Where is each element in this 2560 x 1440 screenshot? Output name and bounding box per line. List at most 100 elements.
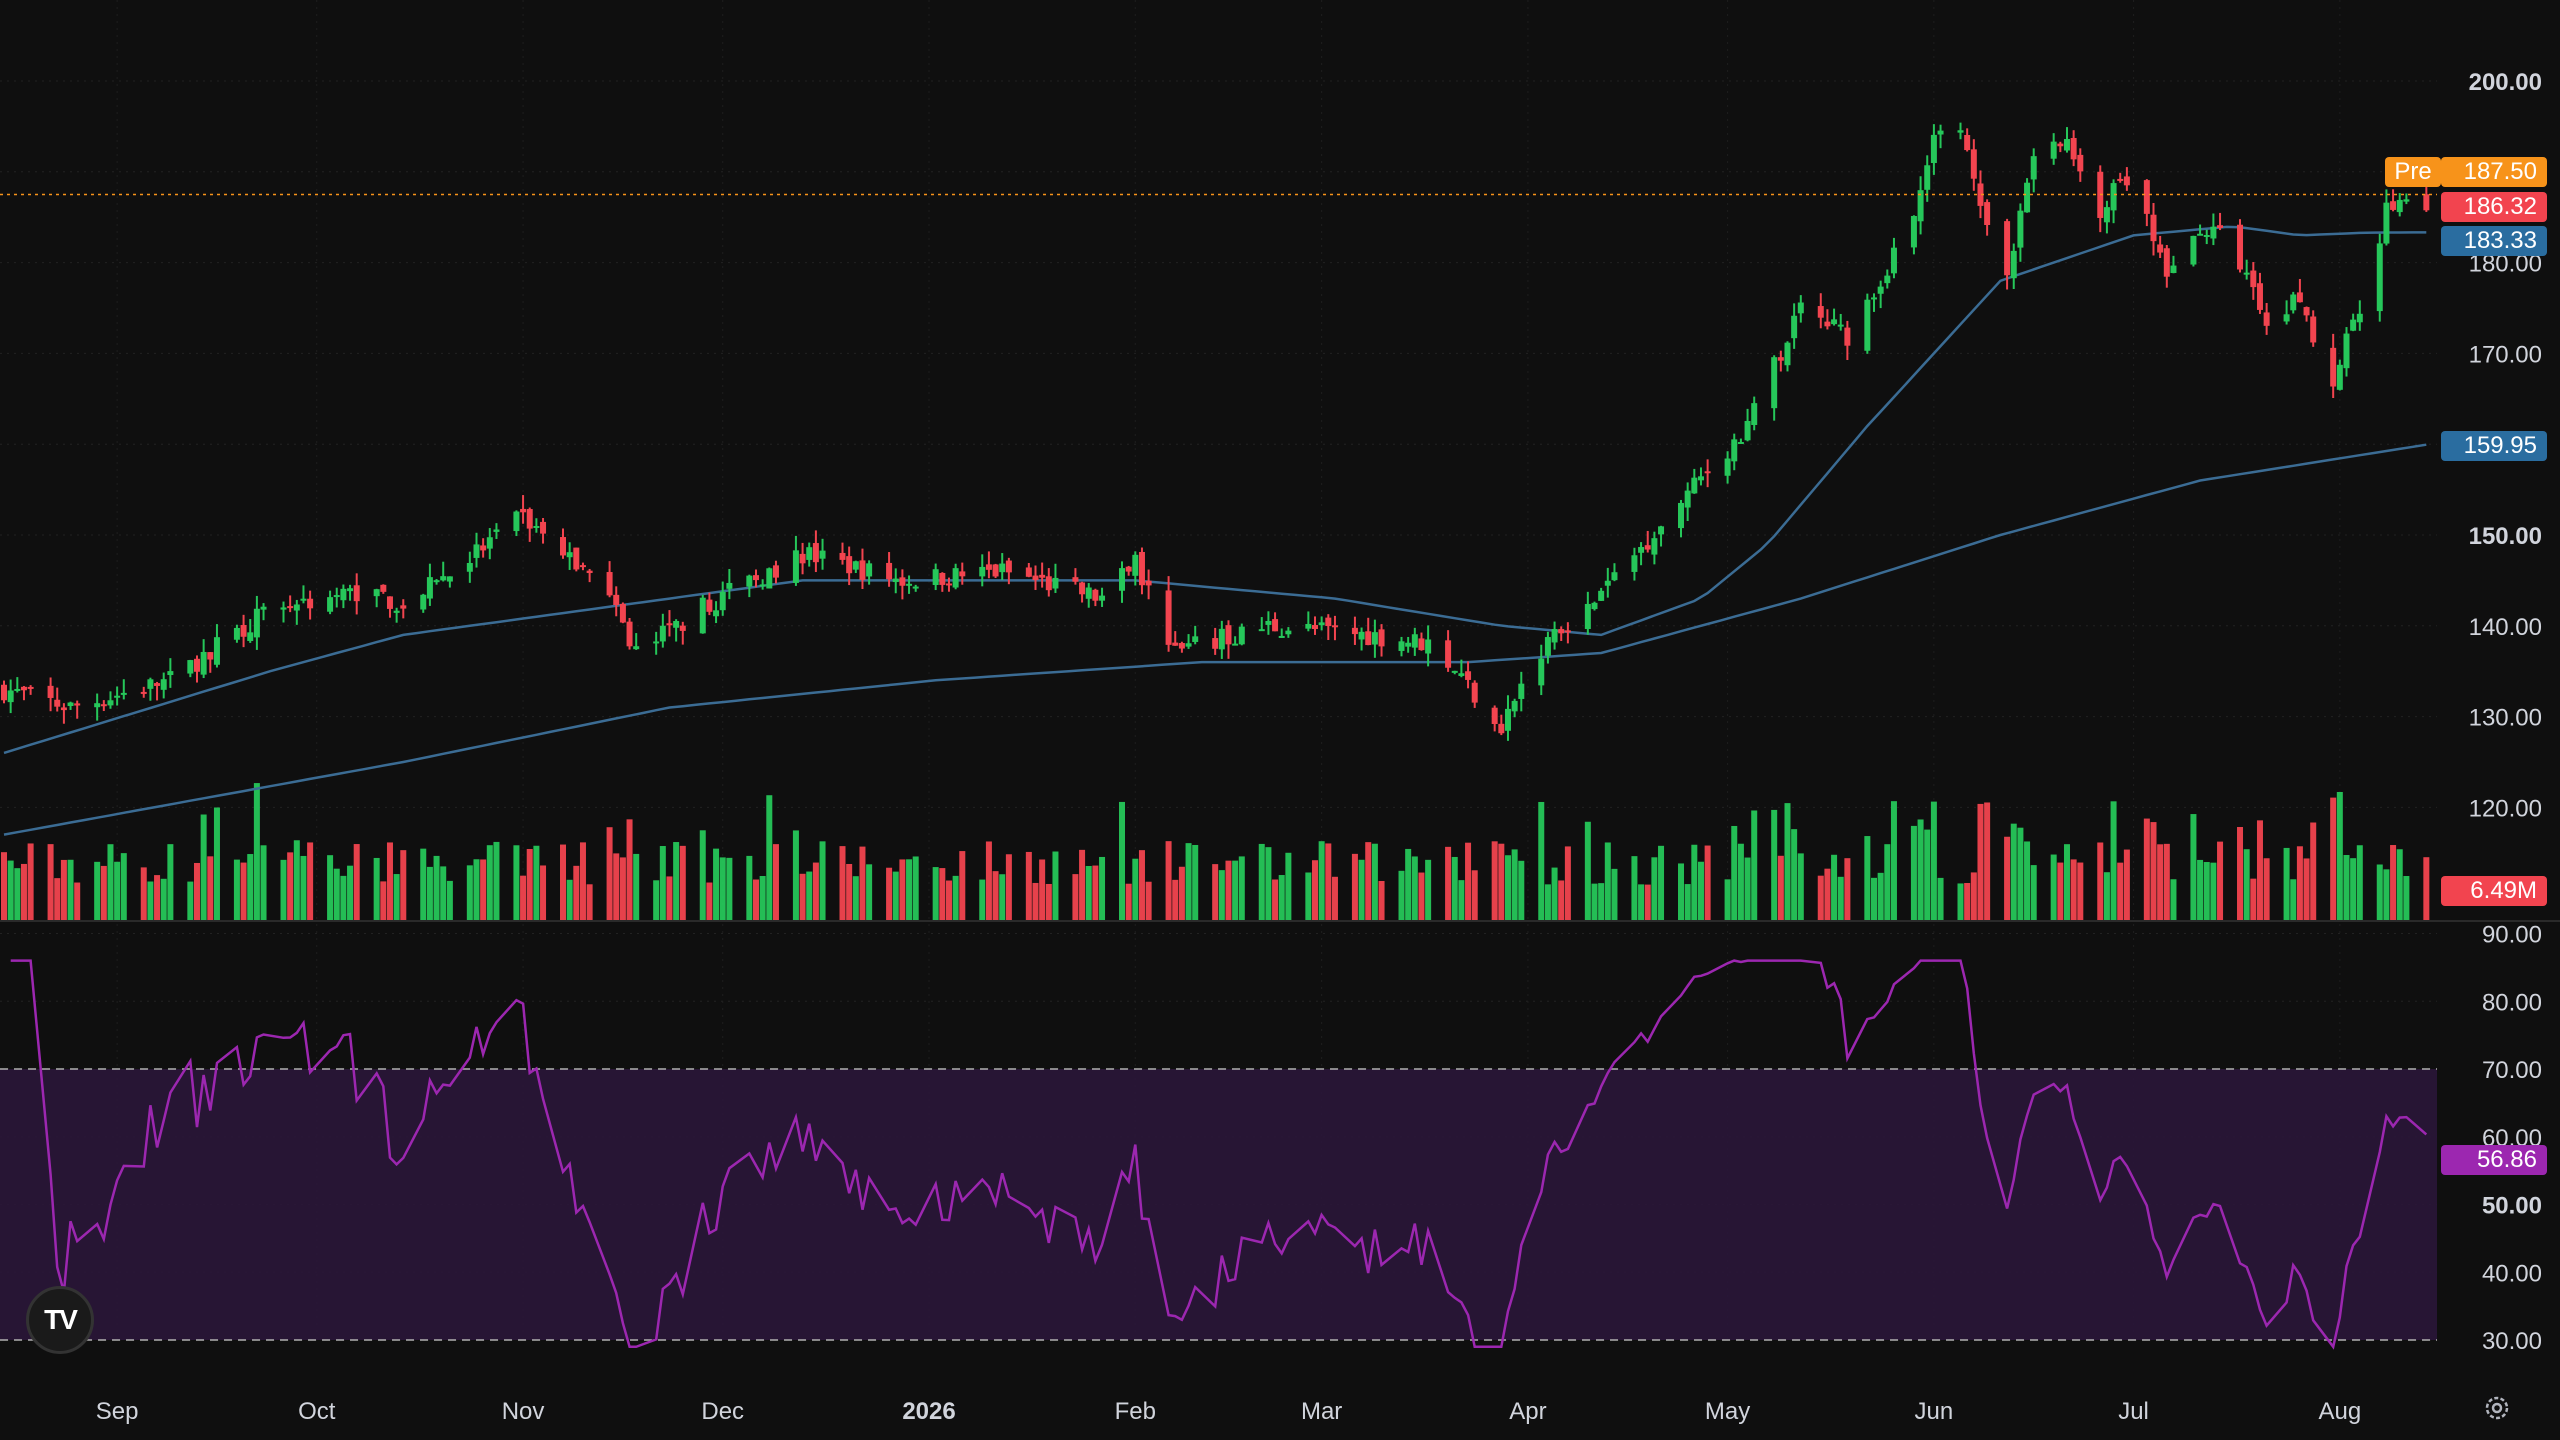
candle-body bbox=[1305, 623, 1312, 629]
volume-bar bbox=[1824, 868, 1831, 920]
candle-body bbox=[2190, 235, 2197, 265]
candle-body bbox=[799, 553, 806, 564]
candle-body bbox=[1085, 587, 1092, 599]
candle-body bbox=[426, 577, 433, 599]
candle-body bbox=[945, 583, 952, 586]
candle-body bbox=[626, 621, 633, 647]
candle-body bbox=[1884, 275, 1891, 284]
date-tick-label: Sep bbox=[96, 1398, 139, 1425]
volume-bar bbox=[2063, 844, 2070, 920]
candle-body bbox=[2030, 156, 2037, 180]
volume-bar bbox=[2390, 845, 2397, 920]
volume-bar bbox=[513, 845, 520, 920]
volume-bar bbox=[1731, 825, 1738, 920]
volume-bar bbox=[659, 846, 666, 920]
candle-body bbox=[1192, 636, 1199, 642]
rsi-tick-label: 70.00 bbox=[2482, 1057, 2542, 1084]
date-tick-label: Dec bbox=[701, 1398, 744, 1425]
candle-body bbox=[2110, 183, 2117, 211]
gear-icon[interactable] bbox=[2482, 1393, 2512, 1423]
volume-bar bbox=[1964, 882, 1971, 920]
candle-body bbox=[280, 607, 287, 610]
volume-bar bbox=[2343, 855, 2350, 920]
candle-body bbox=[520, 508, 527, 513]
volume-bar bbox=[2024, 841, 2031, 920]
date-tick-label: 2026 bbox=[902, 1398, 955, 1425]
volume-bar bbox=[1930, 801, 1937, 920]
candle-body bbox=[167, 671, 174, 676]
volume-bar bbox=[2117, 862, 2124, 920]
candle-body bbox=[420, 594, 427, 610]
candle-body bbox=[1272, 619, 1279, 632]
price-tick-label: 140.00 bbox=[2469, 614, 2542, 641]
date-tick-label: Nov bbox=[502, 1398, 545, 1425]
volume-bar bbox=[386, 842, 393, 920]
volume-bar bbox=[94, 861, 101, 920]
volume-bar bbox=[959, 851, 966, 920]
volume-bar bbox=[1085, 865, 1092, 920]
volume-bar bbox=[1504, 855, 1511, 920]
volume-bar bbox=[233, 859, 240, 920]
tradingview-logo-icon[interactable]: TV bbox=[26, 1286, 94, 1354]
volume-bar bbox=[373, 857, 380, 920]
date-tick-label: Aug bbox=[2318, 1398, 2361, 1425]
candle-body bbox=[1418, 638, 1425, 651]
volume-bar bbox=[1638, 884, 1645, 920]
volume-bar bbox=[1145, 881, 1152, 920]
volume-bar bbox=[393, 874, 400, 920]
date-tick-label: Oct bbox=[298, 1398, 336, 1425]
candle-body bbox=[1631, 555, 1638, 572]
candle-body bbox=[1172, 642, 1179, 646]
volume-bar bbox=[1, 852, 7, 920]
last-price-label: 186.32 bbox=[2441, 192, 2547, 222]
candle-body bbox=[2163, 248, 2170, 277]
candle-body bbox=[573, 547, 580, 570]
candle-body bbox=[1611, 572, 1618, 581]
candle-body bbox=[1458, 673, 1465, 676]
volume-bar bbox=[746, 855, 753, 920]
volume-bar bbox=[353, 844, 360, 920]
volume-bar bbox=[1784, 803, 1791, 920]
candle-body bbox=[2383, 202, 2390, 244]
volume-bar bbox=[2110, 801, 2117, 920]
volume-bar bbox=[1917, 819, 1924, 920]
candle-body bbox=[1984, 202, 1991, 225]
candle-body bbox=[1831, 319, 1838, 325]
candle-body bbox=[1411, 634, 1418, 648]
candle-body bbox=[94, 703, 101, 708]
candle-body bbox=[1678, 502, 1685, 529]
candle-body bbox=[606, 572, 613, 596]
candle-body bbox=[1258, 629, 1265, 632]
volume-bar bbox=[2243, 849, 2250, 920]
candle-body bbox=[287, 606, 294, 609]
ma-short-label: 183.33 bbox=[2441, 226, 2547, 256]
volume-bar bbox=[2010, 823, 2017, 920]
candle-body bbox=[1837, 324, 1844, 327]
volume-bar bbox=[1092, 865, 1099, 920]
volume-bar bbox=[1125, 883, 1132, 920]
volume-bar bbox=[1278, 875, 1285, 920]
volume-bar bbox=[819, 841, 826, 920]
candle-body bbox=[2017, 210, 2024, 248]
candle-body bbox=[114, 695, 121, 698]
candle-body bbox=[107, 700, 114, 706]
candle-body bbox=[726, 582, 733, 589]
candle-body bbox=[2203, 235, 2210, 238]
volume-bar bbox=[2210, 862, 2217, 920]
candle-body bbox=[1638, 547, 1645, 553]
candle-body bbox=[2024, 182, 2031, 213]
volume-bar bbox=[2356, 845, 2363, 920]
candle-body bbox=[1425, 639, 1432, 654]
candle-body bbox=[1398, 641, 1405, 651]
candle-body bbox=[47, 685, 54, 698]
candle-body bbox=[1185, 643, 1192, 647]
volume-bar bbox=[2057, 862, 2064, 920]
volume-bar bbox=[2283, 847, 2290, 920]
volume-bar bbox=[1099, 856, 1106, 920]
candle-body bbox=[1644, 545, 1651, 550]
volume-bar bbox=[1025, 851, 1032, 920]
candle-body bbox=[819, 550, 826, 559]
candle-body bbox=[253, 608, 260, 638]
volume-bar bbox=[939, 868, 946, 920]
